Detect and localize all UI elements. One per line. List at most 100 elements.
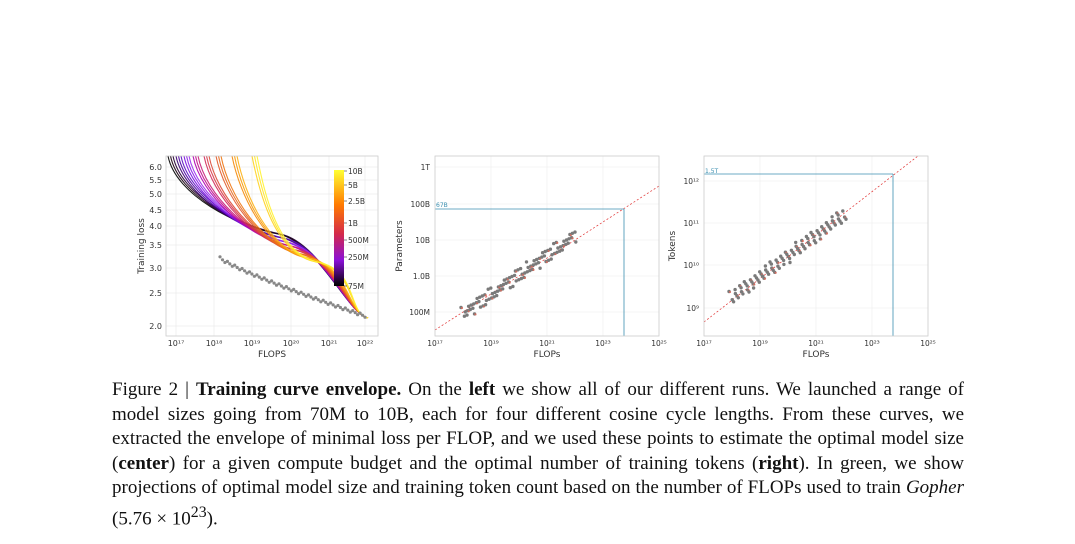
data-point bbox=[538, 266, 542, 270]
training-curve bbox=[236, 155, 369, 319]
caption-text: ). In green, we show projections of opti… bbox=[112, 452, 964, 499]
envelope-point bbox=[319, 300, 323, 304]
data-point bbox=[542, 254, 547, 258]
data-point bbox=[560, 248, 564, 252]
left-frame bbox=[165, 155, 379, 337]
data-point bbox=[558, 245, 563, 249]
data-point bbox=[487, 297, 491, 301]
data-point-highlight bbox=[460, 306, 464, 310]
data-point bbox=[495, 293, 499, 298]
caption-text: we show all of our different runs. We la… bbox=[112, 379, 965, 474]
data-point bbox=[514, 279, 518, 283]
data-point bbox=[511, 284, 515, 289]
data-point bbox=[777, 266, 781, 270]
center-grid bbox=[434, 156, 660, 336]
caption-right: right bbox=[758, 452, 799, 474]
x-tick-label: 10²¹ bbox=[808, 339, 824, 348]
data-point bbox=[803, 247, 807, 251]
data-point bbox=[736, 296, 740, 300]
data-point bbox=[814, 241, 818, 245]
caption-prefix: Figure 2 | bbox=[112, 379, 196, 400]
right-projection-label: 1.5T bbox=[705, 168, 719, 175]
envelope-point bbox=[262, 276, 266, 280]
y-tick-label: 2.0 bbox=[149, 322, 162, 331]
caption-text: ) for a given compute budget and the opt… bbox=[168, 452, 759, 474]
x-tick-label: 10¹⁹ bbox=[483, 339, 499, 348]
envelope-point bbox=[356, 313, 360, 317]
left-y-ticks: 6.0 5.5 5.0 4.5 4.0 3.5 3.0 2.5 2.0 bbox=[149, 163, 162, 331]
data-point bbox=[552, 241, 556, 246]
envelope-point bbox=[223, 260, 227, 265]
data-point bbox=[510, 274, 514, 279]
envelope-point bbox=[235, 265, 239, 270]
envelope-point bbox=[270, 279, 274, 283]
envelope-point bbox=[302, 292, 306, 296]
data-point bbox=[745, 284, 749, 288]
envelope-point bbox=[257, 275, 261, 279]
envelope-point bbox=[289, 289, 293, 293]
data-point bbox=[518, 266, 523, 271]
data-point-highlight bbox=[825, 232, 829, 235]
training-curve bbox=[256, 155, 369, 319]
data-point bbox=[501, 282, 506, 287]
y-tick-label: 4.0 bbox=[149, 222, 162, 231]
data-point bbox=[833, 223, 837, 227]
envelope-point bbox=[243, 269, 247, 273]
envelope-point bbox=[233, 263, 237, 267]
y-tick-label: 10B bbox=[415, 236, 430, 245]
data-point bbox=[550, 253, 554, 257]
data-point bbox=[766, 272, 771, 276]
data-point bbox=[566, 241, 570, 245]
data-point bbox=[839, 221, 844, 225]
envelope-point bbox=[309, 295, 313, 299]
left-y-label: Training loss bbox=[137, 218, 147, 275]
data-point bbox=[798, 251, 802, 255]
data-point bbox=[484, 298, 489, 303]
envelope-point bbox=[336, 303, 340, 308]
right-grid bbox=[703, 156, 929, 336]
data-point-highlight bbox=[809, 244, 812, 247]
y-tick-label: 10¹² bbox=[683, 177, 699, 186]
data-point bbox=[574, 240, 578, 244]
y-tick-label: 5.0 bbox=[149, 190, 162, 199]
y-tick-label: 3.5 bbox=[149, 241, 162, 250]
data-point bbox=[483, 303, 488, 307]
left-envelope bbox=[218, 255, 367, 319]
data-point-highlight bbox=[523, 276, 527, 279]
colorbar bbox=[334, 170, 344, 286]
data-point bbox=[562, 239, 566, 243]
data-point bbox=[763, 264, 768, 268]
center-points bbox=[459, 230, 578, 318]
data-point-highlight bbox=[777, 261, 780, 264]
data-point bbox=[806, 236, 810, 241]
data-point bbox=[733, 287, 737, 292]
data-point bbox=[555, 250, 559, 254]
data-point bbox=[465, 313, 469, 317]
center-frame bbox=[434, 155, 660, 337]
left-curves bbox=[167, 155, 369, 319]
envelope-point bbox=[343, 306, 347, 310]
y-tick-label: 3.0 bbox=[149, 264, 162, 273]
colorbar-label: 5B bbox=[348, 181, 358, 190]
envelope-point bbox=[277, 282, 281, 286]
envelope-point bbox=[346, 308, 350, 312]
data-point bbox=[525, 270, 529, 274]
left-x-ticks: 10¹⁷ 10¹⁸ 10¹⁹ 10²⁰ 10²¹ 10²² bbox=[168, 339, 374, 348]
data-point bbox=[751, 286, 756, 290]
envelope-point bbox=[218, 255, 222, 259]
envelope-point bbox=[274, 283, 279, 287]
data-point bbox=[573, 230, 577, 234]
y-tick-label: 5.5 bbox=[149, 176, 162, 185]
y-tick-label: 1T bbox=[421, 163, 431, 172]
y-tick-label: 2.5 bbox=[149, 289, 162, 298]
caption-gopher: Gopher bbox=[905, 477, 964, 498]
data-point-highlight bbox=[801, 239, 804, 243]
caption-text: On the bbox=[401, 379, 469, 400]
envelope-point bbox=[260, 277, 264, 281]
right-panel: 10¹² 10¹¹ 10¹⁰ 10⁹ 10¹⁷ 10¹⁹ 10²¹ 10²³ 10²⁵ FLO… bbox=[668, 155, 936, 360]
data-point bbox=[787, 256, 792, 261]
data-point bbox=[490, 291, 495, 296]
center-projection-label: 67B bbox=[436, 202, 448, 209]
data-point bbox=[781, 258, 786, 263]
